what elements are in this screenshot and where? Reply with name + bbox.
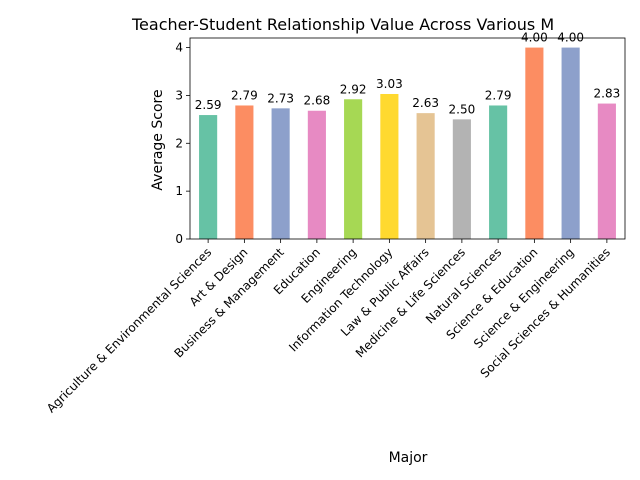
chart-title: Teacher-Student Relationship Value Acros… — [131, 15, 554, 34]
bars-layer — [199, 47, 616, 240]
y-tick-label: 2 — [175, 136, 183, 150]
bar — [380, 93, 399, 239]
data-label: 3.03 — [376, 77, 403, 91]
data-label: 4.00 — [557, 31, 584, 45]
data-label: 2.63 — [412, 96, 439, 110]
y-tick-label: 0 — [175, 232, 183, 246]
bar — [307, 110, 326, 239]
data-label: 2.79 — [485, 88, 512, 102]
bar — [597, 103, 616, 239]
bar — [199, 115, 218, 239]
x-axis-label: Major — [389, 450, 428, 466]
data-label: 2.92 — [340, 82, 367, 96]
y-tick-label: 1 — [175, 184, 183, 198]
data-label: 4.00 — [521, 31, 548, 45]
y-tick-label: 4 — [175, 41, 183, 55]
data-label: 2.83 — [594, 87, 621, 101]
y-tick-label: 3 — [175, 88, 183, 102]
bar — [271, 108, 290, 239]
data-label: 2.50 — [449, 102, 476, 116]
bar — [525, 47, 544, 240]
bar — [416, 113, 435, 239]
data-labels-layer: 2.59 2.79 2.73 2.68 2.92 3.03 2.63 2.50 2.79 4.00… — [195, 31, 620, 117]
plot-frame — [189, 37, 626, 240]
x-tick-label: Agriculture & Environmental Sciences — [44, 245, 214, 415]
bar — [489, 105, 508, 239]
bar — [452, 119, 471, 239]
data-label: 2.68 — [304, 94, 331, 108]
y-axis-label: Average Score — [150, 89, 166, 190]
bar — [344, 99, 363, 239]
data-label: 2.59 — [195, 98, 222, 112]
data-label: 2.73 — [267, 91, 294, 105]
bar — [235, 105, 254, 239]
bar — [561, 47, 580, 240]
data-label: 2.79 — [231, 88, 258, 102]
